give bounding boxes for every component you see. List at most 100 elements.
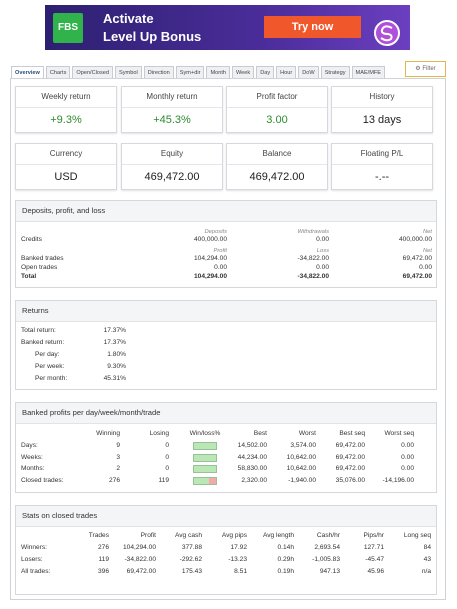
row-label: Per week: — [35, 363, 65, 370]
cell: 0.14h — [277, 544, 294, 551]
column-header: Trades — [88, 532, 109, 539]
tab[interactable]: Month — [206, 66, 230, 78]
column-header: Pips/hr — [363, 532, 384, 539]
cell: 0 — [165, 465, 169, 473]
cell: 0.00 — [316, 236, 329, 243]
cell: 3 — [116, 453, 120, 461]
ad-banner[interactable]: FBS Activate Level Up Bonus Try now — [45, 5, 410, 50]
cell: 9.30% — [107, 363, 126, 370]
filter-label: Filter — [422, 66, 436, 72]
row-label: Total — [21, 273, 37, 280]
tab-bar: Overview Charts Open/Closed Symbol Direction… — [11, 66, 386, 78]
tab[interactable]: Direction — [143, 66, 174, 78]
cell: 0 — [165, 442, 169, 449]
column-header: Profit — [213, 248, 227, 254]
row-label: Open trades — [21, 264, 58, 271]
cell: 1.80% — [107, 351, 126, 358]
cell: 396 — [97, 568, 109, 575]
cell: 35,076.00 — [335, 477, 365, 485]
tab[interactable]: Open/Closed — [72, 66, 114, 78]
cell: 10,642.00 — [286, 453, 316, 461]
column-header: Avg length — [262, 532, 294, 539]
cell: 2,693.54 — [314, 544, 340, 551]
column-header: Worst — [298, 430, 316, 437]
stat-card: Balance 469,472.00 — [226, 143, 328, 190]
section: Deposits, profit, and loss — [15, 200, 437, 288]
tab[interactable]: Symbol — [115, 66, 142, 78]
column-header: Cash/hr — [316, 532, 340, 539]
cell: 119 — [98, 556, 109, 563]
column-header: Win/loss% — [189, 430, 221, 437]
card-label: Profit factor — [227, 87, 327, 108]
column-header: Avg cash — [174, 532, 202, 539]
filter-button[interactable]: ⚙ Filter — [405, 61, 446, 77]
cell: -292.62 — [179, 556, 202, 563]
tab[interactable]: Overview — [11, 66, 44, 78]
card-value: 13 days — [362, 114, 402, 126]
cell: 0.00 — [214, 264, 227, 271]
cell: 0.00 — [316, 264, 329, 271]
cell: n/a — [421, 568, 431, 575]
cell: 58,830.00 — [237, 465, 267, 473]
cell: 119 — [158, 477, 169, 485]
cell: -34,822.00 — [297, 273, 329, 280]
tab[interactable]: Sym+dir — [175, 66, 205, 78]
cell: 69,472.00 — [402, 273, 432, 280]
tab[interactable]: Charts — [45, 66, 71, 78]
win-loss-bar — [193, 453, 217, 462]
cell: 0.19h — [277, 568, 294, 575]
row-label: Weeks: — [21, 453, 43, 461]
cell: 3,574.00 — [290, 442, 316, 449]
cell: 17.37% — [103, 339, 126, 346]
cell: 0.00 — [401, 442, 414, 449]
stat-card: Monthly return +45.3% — [121, 86, 223, 133]
win-loss-bar — [193, 477, 217, 486]
cell: 43 — [423, 556, 431, 563]
tab[interactable]: MAE/MFE — [351, 66, 386, 78]
column-header: Deposits — [204, 229, 227, 235]
win-loss-bar — [193, 442, 217, 450]
tab[interactable]: Strategy — [320, 66, 350, 78]
cell: 10,642.00 — [286, 465, 316, 473]
section-title: Returns — [16, 301, 436, 322]
section-title: Banked profits per day/week/month/trade — [16, 403, 436, 424]
cell: 8.51 — [234, 568, 247, 575]
win-loss-bar — [193, 465, 217, 474]
tab[interactable]: Hour — [276, 66, 297, 78]
cell: 69,472.00 — [335, 453, 365, 461]
row-label: Credits — [21, 236, 42, 243]
row-label: Per month: — [35, 375, 68, 382]
section: Returns — [15, 300, 437, 390]
win-fill — [194, 466, 216, 473]
cell: -34,822.00 — [124, 556, 156, 563]
cell: -14,196.00 — [382, 477, 414, 485]
stat-card: Currency USD — [15, 143, 117, 190]
cell: 947.13 — [319, 568, 340, 575]
cell: 69,472.00 — [402, 255, 432, 262]
card-value: -.-- — [374, 171, 390, 183]
tab[interactable]: DoW — [298, 66, 319, 78]
tab[interactable]: Day — [256, 66, 275, 78]
column-header: Best seq — [339, 430, 365, 437]
column-header: Long seq — [403, 532, 431, 539]
row-label: All trades: — [21, 568, 51, 575]
card-label: Balance — [227, 144, 327, 165]
cell: 44,234.00 — [237, 453, 267, 461]
column-header: Avg pips — [221, 532, 247, 539]
cell: 17.92 — [230, 544, 247, 551]
cell: 175.43 — [181, 568, 202, 575]
win-fill — [194, 454, 216, 461]
stat-card: Profit factor 3.00 — [226, 86, 328, 133]
win-fill — [194, 478, 210, 485]
cell: 0 — [165, 453, 169, 461]
cell: -34,822.00 — [297, 255, 329, 262]
card-value: +9.3% — [50, 114, 82, 126]
card-label: Currency — [16, 144, 116, 165]
column-header: Best — [253, 430, 267, 437]
card-value: USD — [54, 171, 78, 183]
column-header: Losing — [149, 430, 169, 437]
tab[interactable]: Week — [231, 66, 255, 78]
ad-button[interactable]: Try now — [264, 16, 361, 38]
section: Banked profits per day/week/month/trade — [15, 402, 437, 493]
